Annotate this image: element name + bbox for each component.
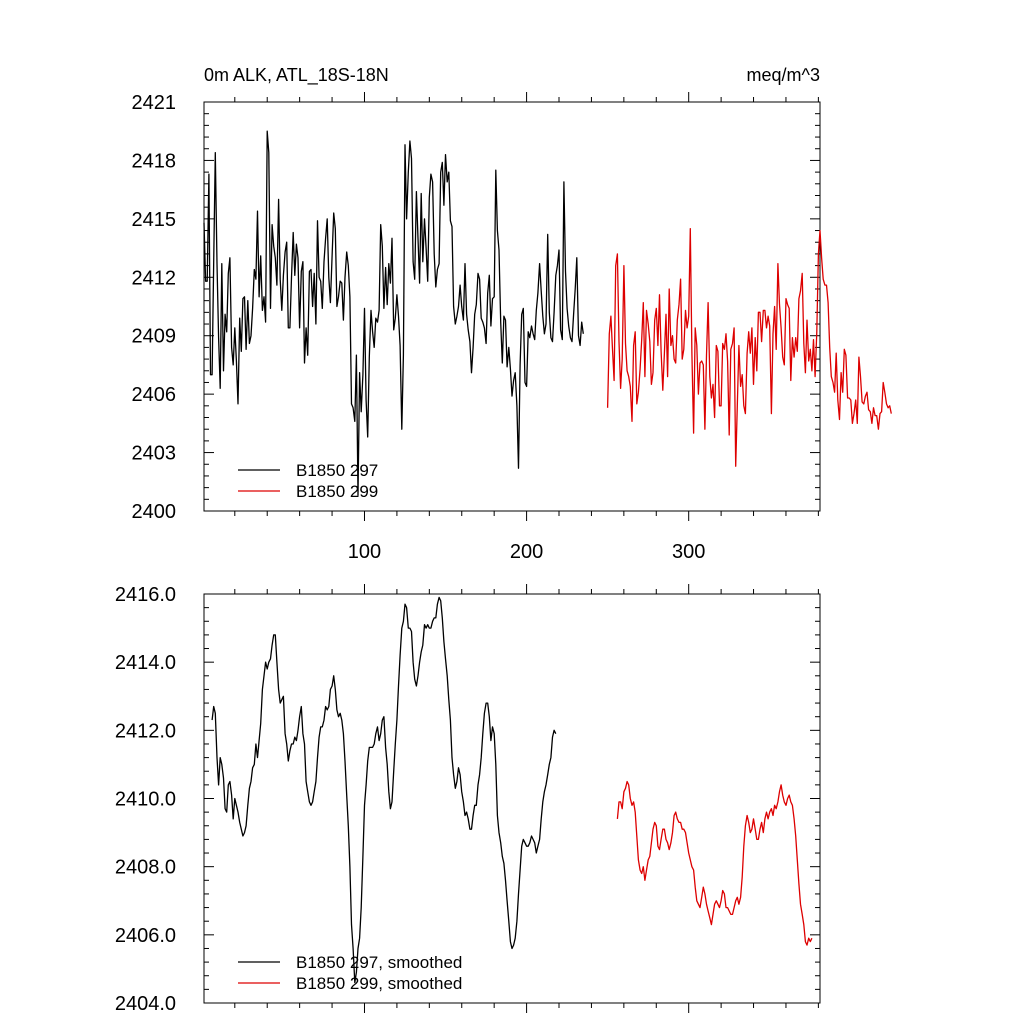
x-tick-label: 200 [510, 541, 543, 563]
bottom-panel-smoothed-alkalinity: 2404.0 2406.0 2408.0 2410.0 2412.0 2414.0 2416… [115, 584, 821, 1015]
plot-frame [203, 593, 821, 1004]
y-tick-label: 2406 [132, 384, 177, 406]
y-tick-label: 2414.0 [115, 652, 176, 674]
y-tick-label: 2415 [132, 209, 177, 231]
y-tick-label: 2421 [132, 92, 177, 114]
x-tick-label: 100 [348, 541, 381, 563]
y-tick-label: 2418 [132, 150, 177, 172]
plot-frame [203, 101, 821, 512]
series-line-1 [211, 596, 557, 984]
legend-label: B1850 297 [296, 461, 378, 480]
y-tick-label: 2416.0 [115, 584, 176, 606]
legend-label: B1850 297, smoothed [296, 953, 462, 972]
y-tick-label: 2403 [132, 443, 177, 465]
series-line-2 [616, 780, 813, 946]
figure-title: 0m ALK, ATL_18S-18N [204, 65, 389, 86]
y-tick-label: 2408.0 [115, 857, 176, 879]
y-tick-label: 2409 [132, 326, 177, 348]
series-line-1 [203, 130, 584, 497]
top-panel-raw-alkalinity: 2400 2403 2406 2409 2412 2415 2418 2421 100 200 30… [132, 92, 892, 563]
legend-label: B1850 299, smoothed [296, 974, 462, 993]
y-tick-label: 2404.0 [115, 993, 176, 1015]
y-tick-label: 2406.0 [115, 925, 176, 947]
y-tick-label: 2412.0 [115, 720, 176, 742]
legend-label: B1850 299 [296, 482, 378, 501]
units-label: meq/m^3 [747, 65, 820, 85]
y-tick-label: 2412 [132, 267, 177, 289]
y-tick-label: 2400 [132, 501, 177, 523]
series-line-2 [606, 227, 892, 467]
y-tick-label: 2410.0 [115, 789, 176, 811]
x-tick-label: 300 [672, 541, 705, 563]
